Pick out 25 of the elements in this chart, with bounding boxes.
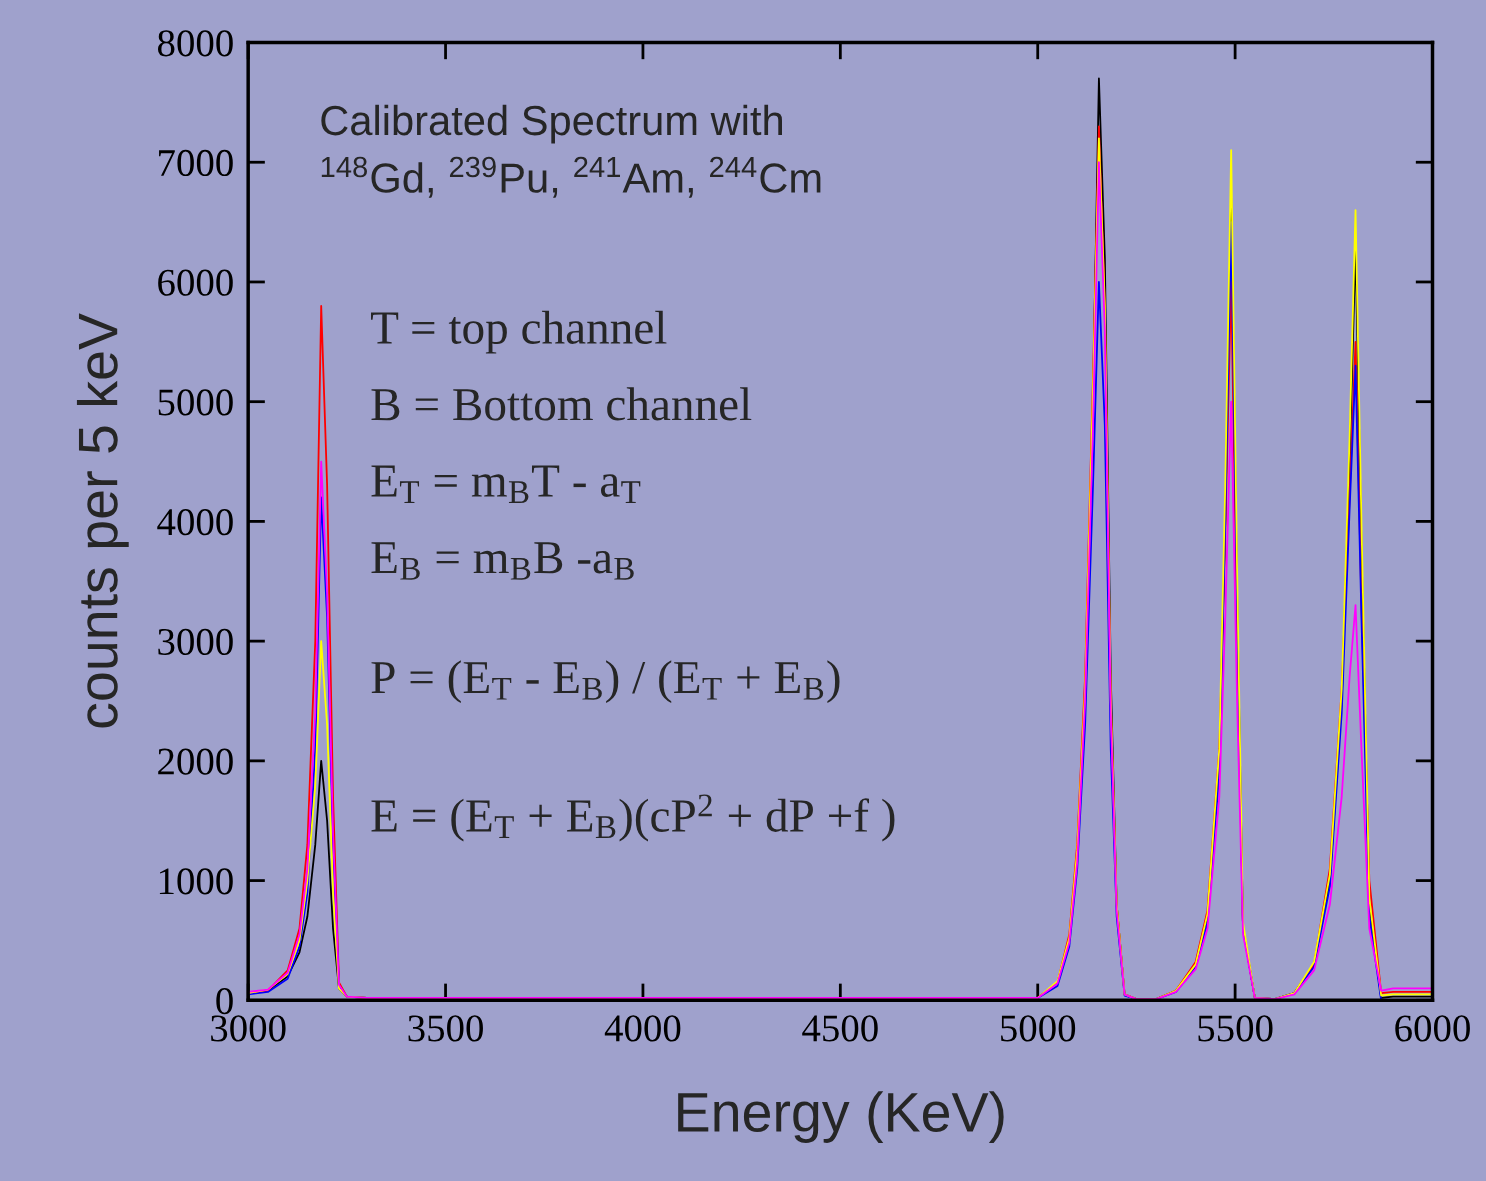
y-tick-label: 2000 xyxy=(158,748,233,775)
y-tick-label: 6000 xyxy=(158,269,233,296)
text: Calibrated Spectrum with $^{148}$Gd, $^{239}$Pu, $^{241}$Am, $^{244}$Cm xyxy=(321,104,821,198)
x-tick-label: 3500 xyxy=(408,1015,483,1042)
text: P = (E$_{T}$ - E$_{B}$) / (E$_{T}$ + E$_{B}$) xyxy=(371,660,840,704)
annotation: T = top channel xyxy=(371,310,667,354)
x-tick-label: 5500 xyxy=(1198,1015,1273,1042)
y-tick-label: 1000 xyxy=(159,868,233,895)
x-tick-label: 3000 xyxy=(211,1015,286,1042)
y-tick-label: 8000 xyxy=(157,30,233,57)
x-tick-label: 6000 xyxy=(1395,1015,1470,1042)
annotation: E = (E$_{T}$ + E$_{B}$)(cP$^{2}$ + dP +f ) xyxy=(371,794,895,842)
annotation: B = Bottom channel xyxy=(371,387,752,421)
annotation: E$_{B}$ = m$_{B}$B -a$_{B}$ xyxy=(371,542,634,580)
y-tick-label: 7000 xyxy=(159,149,233,177)
annotation: E$_{T}$ = m$_{B}$T - a$_{T}$ xyxy=(371,465,641,504)
x-axis-title: Energy (KeV) xyxy=(678,1091,1004,1143)
y-tick-label: 3000 xyxy=(158,628,233,656)
x-tick-label: 5000 xyxy=(1001,1015,1076,1042)
y-tick-label: 0 xyxy=(216,987,233,1015)
x-tick-label: 4500 xyxy=(802,1015,878,1042)
y-tick-label: 5000 xyxy=(158,389,233,416)
y-tick-label: 4000 xyxy=(157,509,233,536)
y-axis-title: counts per 5 keV xyxy=(76,313,129,728)
x-tick-label: 4000 xyxy=(604,1015,681,1042)
